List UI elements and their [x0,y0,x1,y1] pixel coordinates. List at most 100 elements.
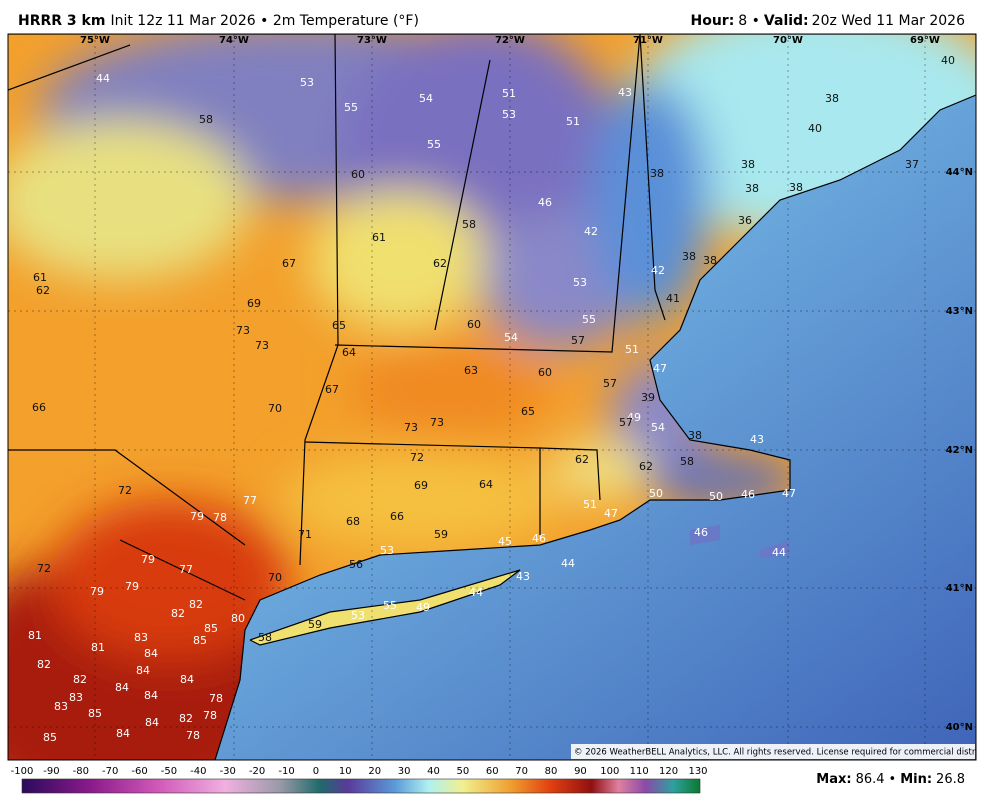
temperature-label: 38 [682,250,696,263]
temperature-label: 38 [789,181,803,194]
temperature-label: 46 [538,196,552,209]
max: 86.4 [856,772,885,787]
latitude-label: 41°N [946,583,973,594]
temperature-label: 61 [372,231,386,244]
colorbar-tick-label: 50 [457,766,470,777]
temperature-label: 65 [521,405,535,418]
temperature-label: 44 [561,557,575,570]
model: HRRR 3 km [18,13,105,29]
temperature-label: 79 [125,580,139,593]
temperature-label: 61 [33,271,47,284]
temperature-label: 54 [504,331,518,344]
min: 26.8 [936,772,965,787]
temperature-label: 38 [703,254,717,267]
temperature-label: 65 [332,319,346,332]
temperature-label: 38 [688,429,702,442]
temperature-label: 84 [145,716,159,729]
temperature-label: 78 [186,729,200,742]
separator: • [889,772,897,787]
temperature-label: 49 [416,601,430,614]
temperature-label: 53 [380,544,394,557]
colorbar-tick-label: 130 [688,766,707,777]
temperature-label: 64 [479,478,493,491]
colorbar-tick-label: 110 [630,766,649,777]
temperature-label: 81 [91,641,105,654]
temperature-label: 79 [190,510,204,523]
temperature-label: 67 [325,383,339,396]
temperature-label: 43 [618,86,632,99]
temperature-label: 57 [603,377,617,390]
temperature-label: 85 [43,731,57,744]
temperature-label: 50 [709,490,723,503]
temperature-label: 55 [427,138,441,151]
temperature-label: 54 [651,421,665,434]
colorbar-tick-label: -30 [220,766,236,777]
temperature-label: 85 [193,634,207,647]
longitude-label: 75°W [80,35,110,46]
max-label: Max: [816,772,851,787]
colorbar-tick-label: 90 [574,766,587,777]
temperature-label: 79 [141,553,155,566]
temperature-label: 38 [741,158,755,171]
temperature-label: 79 [90,585,104,598]
longitude-label: 69°W [910,35,940,46]
longitude-label: 73°W [357,35,387,46]
temperature-label: 37 [905,158,919,171]
temperature-label: 83 [134,631,148,644]
temperature-label: 63 [464,364,478,377]
temperature-label: 55 [344,101,358,114]
colorbar-tick-label: 20 [368,766,381,777]
temperature-label: 62 [36,284,50,297]
temperature-label: 85 [88,707,102,720]
temperature-label: 70 [268,571,282,584]
temperature-label: 80 [231,612,245,625]
temperature-label: 40 [808,122,822,135]
colorbar-tick-label: 100 [600,766,619,777]
temperature-label: 72 [410,451,424,464]
longitude-label: 71°W [633,35,663,46]
latitude-label: 42°N [946,445,973,456]
temperature-label: 38 [745,182,759,195]
temperature-label: 82 [179,712,193,725]
latitude-label: 43°N [946,306,973,317]
longitude-label: 72°W [495,35,525,46]
temperature-label: 82 [189,598,203,611]
temperature-label: 47 [653,362,667,375]
temperature-label: 82 [171,607,185,620]
temperature-label: 84 [116,727,130,740]
temperature-label: 46 [532,532,546,545]
temperature-label: 39 [641,391,655,404]
temperature-label: 78 [213,511,227,524]
temperature-label: 57 [619,416,633,429]
temperature-label: 43 [750,433,764,446]
temperature-label: 46 [694,526,708,539]
temperature-label: 78 [209,692,223,705]
temperature-label: 51 [625,343,639,356]
temperature-label: 47 [604,507,618,520]
header-left: HRRR 3 km Init 12z 11 Mar 2026 • 2m Tempe… [18,13,419,29]
temperature-label: 81 [28,629,42,642]
temperature-label: 68 [346,515,360,528]
min-label: Min: [900,772,932,787]
temperature-label: 62 [575,453,589,466]
latitude-label: 44°N [946,167,973,178]
temperature-label: 57 [571,334,585,347]
temperature-label: 45 [498,535,512,548]
temperature-label: 50 [649,487,663,500]
hour-label: Hour: [690,13,734,29]
temperature-label: 62 [433,257,447,270]
temperature-label: 42 [584,225,598,238]
longitude-label: 70°W [773,35,803,46]
colorbar-tick-label: -10 [278,766,294,777]
temperature-label: 53 [573,276,587,289]
temperature-label: 71 [298,528,312,541]
valid: 20z Wed 11 Mar 2026 [812,13,965,29]
temperature-label: 84 [180,673,194,686]
temperature-label: 84 [115,681,129,694]
colorbar-tick-label: -90 [43,766,59,777]
temperature-label: 69 [414,479,428,492]
temperature-label: 44 [469,586,483,599]
temperature-label: 38 [825,92,839,105]
colorbar-tick-label: 10 [339,766,352,777]
